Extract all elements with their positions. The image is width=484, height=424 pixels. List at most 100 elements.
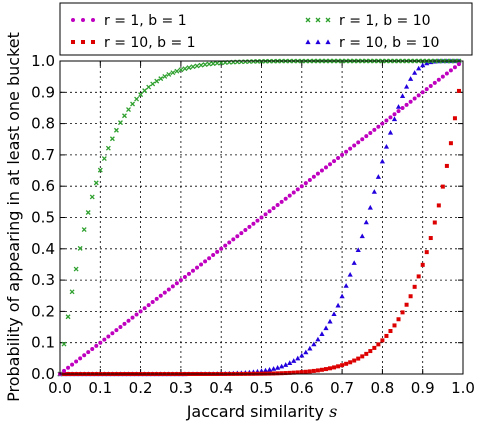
data-point xyxy=(291,370,296,375)
data-point xyxy=(436,77,441,82)
data-point xyxy=(396,109,401,114)
data-point xyxy=(182,274,187,279)
data-point xyxy=(360,137,365,142)
data-point xyxy=(243,228,248,233)
data-point xyxy=(400,310,405,315)
data-point xyxy=(142,306,147,311)
data-point xyxy=(392,112,397,117)
data-point xyxy=(420,90,425,95)
legend: r = 1, b = 1 r = 10, b = 1 r = 1, b = 10 r … xyxy=(59,2,473,56)
data-point xyxy=(239,231,244,236)
data-point xyxy=(403,83,410,89)
data-point xyxy=(412,284,417,289)
data-point xyxy=(130,101,135,107)
data-point xyxy=(383,144,390,149)
x-tick-label: 0.6 xyxy=(290,379,314,397)
data-point xyxy=(416,93,421,98)
data-point xyxy=(404,302,409,307)
data-point xyxy=(299,352,305,358)
data-point xyxy=(440,184,445,189)
data-point xyxy=(299,370,304,375)
data-point xyxy=(328,162,333,167)
data-point xyxy=(98,340,103,345)
data-point xyxy=(331,311,337,317)
data-point xyxy=(77,245,83,251)
data-point xyxy=(336,364,341,369)
data-point xyxy=(275,202,280,207)
data-point xyxy=(363,219,369,225)
data-point xyxy=(380,121,385,126)
data-point xyxy=(287,370,292,375)
data-point xyxy=(122,321,127,326)
data-point xyxy=(259,215,264,220)
data-point xyxy=(399,93,406,98)
data-point xyxy=(61,341,67,347)
data-point xyxy=(86,350,91,355)
x-tick-label: 0.3 xyxy=(169,379,193,397)
legend-entry: r = 10, b = 10 xyxy=(305,35,439,51)
data-point xyxy=(275,365,281,370)
x-axis-label-variable: s xyxy=(329,402,337,421)
legend-marker xyxy=(81,40,85,44)
data-point xyxy=(174,68,180,74)
data-point xyxy=(283,362,289,367)
data-point xyxy=(291,358,297,363)
data-point xyxy=(146,84,152,90)
data-point xyxy=(315,171,320,176)
data-point xyxy=(279,199,284,204)
data-point xyxy=(444,163,449,168)
data-point xyxy=(295,370,300,375)
data-point xyxy=(126,107,131,113)
data-point xyxy=(428,236,433,241)
data-point xyxy=(303,369,308,374)
legend-marker xyxy=(71,40,75,44)
data-point xyxy=(101,156,107,162)
data-point xyxy=(371,189,377,194)
data-point xyxy=(364,134,369,139)
data-point xyxy=(432,80,437,85)
data-point xyxy=(158,76,164,82)
data-point xyxy=(162,290,167,295)
data-point xyxy=(408,76,414,81)
plot-frame xyxy=(59,60,464,375)
data-point xyxy=(255,218,260,223)
data-point xyxy=(215,249,220,254)
data-point xyxy=(81,227,87,233)
data-point xyxy=(146,303,151,308)
data-point xyxy=(424,250,429,255)
data-point xyxy=(347,271,353,277)
data-point xyxy=(295,355,301,361)
data-point xyxy=(219,246,224,251)
legend-entry: r = 1, b = 1 xyxy=(71,13,187,29)
data-point xyxy=(113,127,119,133)
data-point xyxy=(319,168,324,173)
data-point xyxy=(69,289,75,295)
data-point xyxy=(315,336,321,342)
legend-marker xyxy=(305,17,311,23)
data-point xyxy=(247,224,252,229)
data-point xyxy=(319,331,325,336)
data-point xyxy=(267,209,272,214)
data-point xyxy=(70,362,75,367)
y-tick-label: 0.3 xyxy=(31,271,55,289)
data-point xyxy=(182,66,188,72)
data-point xyxy=(194,63,200,69)
data-point xyxy=(375,174,381,179)
data-point xyxy=(416,65,422,71)
legend-marker xyxy=(305,39,311,45)
data-point xyxy=(118,325,123,330)
data-point xyxy=(339,293,345,299)
legend-label: r = 1, b = 1 xyxy=(104,13,187,29)
data-point xyxy=(178,67,184,73)
data-point xyxy=(344,149,349,154)
data-point xyxy=(307,369,312,374)
data-point xyxy=(90,346,95,351)
legend-entry: r = 10, b = 1 xyxy=(71,35,196,51)
data-point xyxy=(158,293,163,298)
data-point xyxy=(74,359,79,364)
legend-box xyxy=(59,2,473,56)
x-tick-label: 0.2 xyxy=(129,379,153,397)
data-point xyxy=(432,220,437,225)
data-point xyxy=(178,278,183,283)
data-point xyxy=(97,167,103,173)
